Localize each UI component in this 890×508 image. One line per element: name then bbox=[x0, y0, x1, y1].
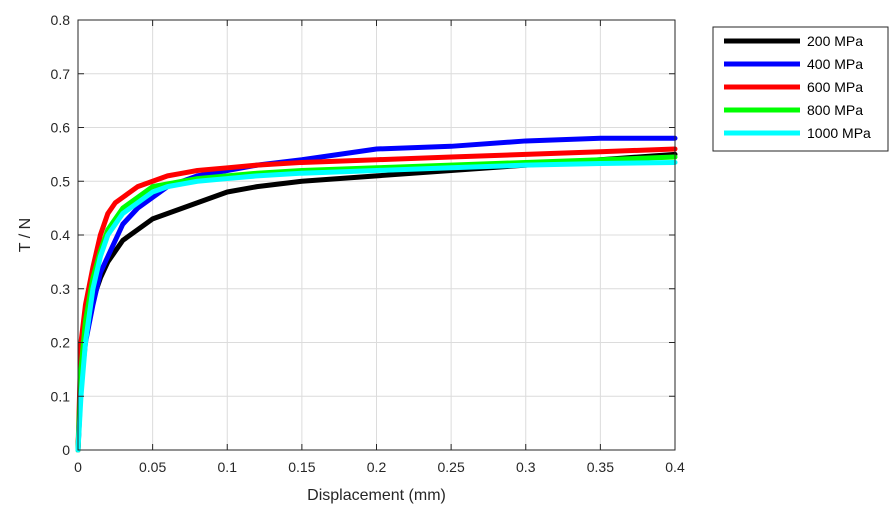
x-axis-label: Displacement (mm) bbox=[307, 487, 446, 504]
legend-label-800-mpa: 800 MPa bbox=[807, 102, 863, 118]
y-tick-labels: 0 0.1 0.2 0.3 0.4 0.5 0.6 0.7 0.8 bbox=[51, 12, 71, 458]
tick-marks bbox=[77, 19, 676, 451]
series-line-1000-mpa bbox=[75, 159, 678, 453]
y-tick-label: 0.2 bbox=[51, 335, 71, 351]
x-tick-label: 0.25 bbox=[438, 459, 465, 475]
x-tick-label: 0.05 bbox=[139, 459, 166, 475]
y-tick-label: 0.5 bbox=[51, 173, 71, 189]
series-line-600-mpa bbox=[75, 146, 678, 453]
x-tick-label: 0.4 bbox=[665, 459, 685, 475]
x-tick-labels: 0 0.05 0.1 0.15 0.2 0.25 0.3 0.35 0.4 bbox=[74, 459, 685, 475]
y-tick-label: 0 bbox=[62, 442, 70, 458]
legend-label-600-mpa: 600 MPa bbox=[807, 79, 863, 95]
x-tick-label: 0.3 bbox=[516, 459, 536, 475]
y-tick-label: 0.8 bbox=[51, 12, 71, 28]
x-tick-label: 0 bbox=[74, 459, 82, 475]
legend-label-1000-mpa: 1000 MPa bbox=[807, 125, 871, 141]
y-tick-label: 0.3 bbox=[51, 281, 71, 297]
plot-area: 0 0.05 0.1 0.15 0.2 0.25 0.3 0.35 0.4 0 0.1 0.2 0.3… bbox=[51, 12, 685, 475]
series-layer bbox=[75, 135, 678, 453]
legend-label-400-mpa: 400 MPa bbox=[807, 56, 863, 72]
legend-label-200-mpa: 200 MPa bbox=[807, 33, 863, 49]
x-tick-label: 0.2 bbox=[367, 459, 387, 475]
y-tick-label: 0.4 bbox=[51, 227, 71, 243]
x-tick-label: 0.35 bbox=[587, 459, 614, 475]
x-tick-label: 0.15 bbox=[288, 459, 315, 475]
legend: 200 MPa 400 MPa 600 MPa 800 MPa 1000 MPa bbox=[712, 26, 889, 152]
grid bbox=[77, 19, 676, 451]
y-tick-label: 0.6 bbox=[51, 120, 71, 136]
y-tick-label: 0.7 bbox=[51, 66, 71, 82]
x-tick-label: 0.1 bbox=[218, 459, 238, 475]
y-tick-label: 0.1 bbox=[51, 388, 71, 404]
y-axis-label: T / N bbox=[17, 218, 34, 252]
